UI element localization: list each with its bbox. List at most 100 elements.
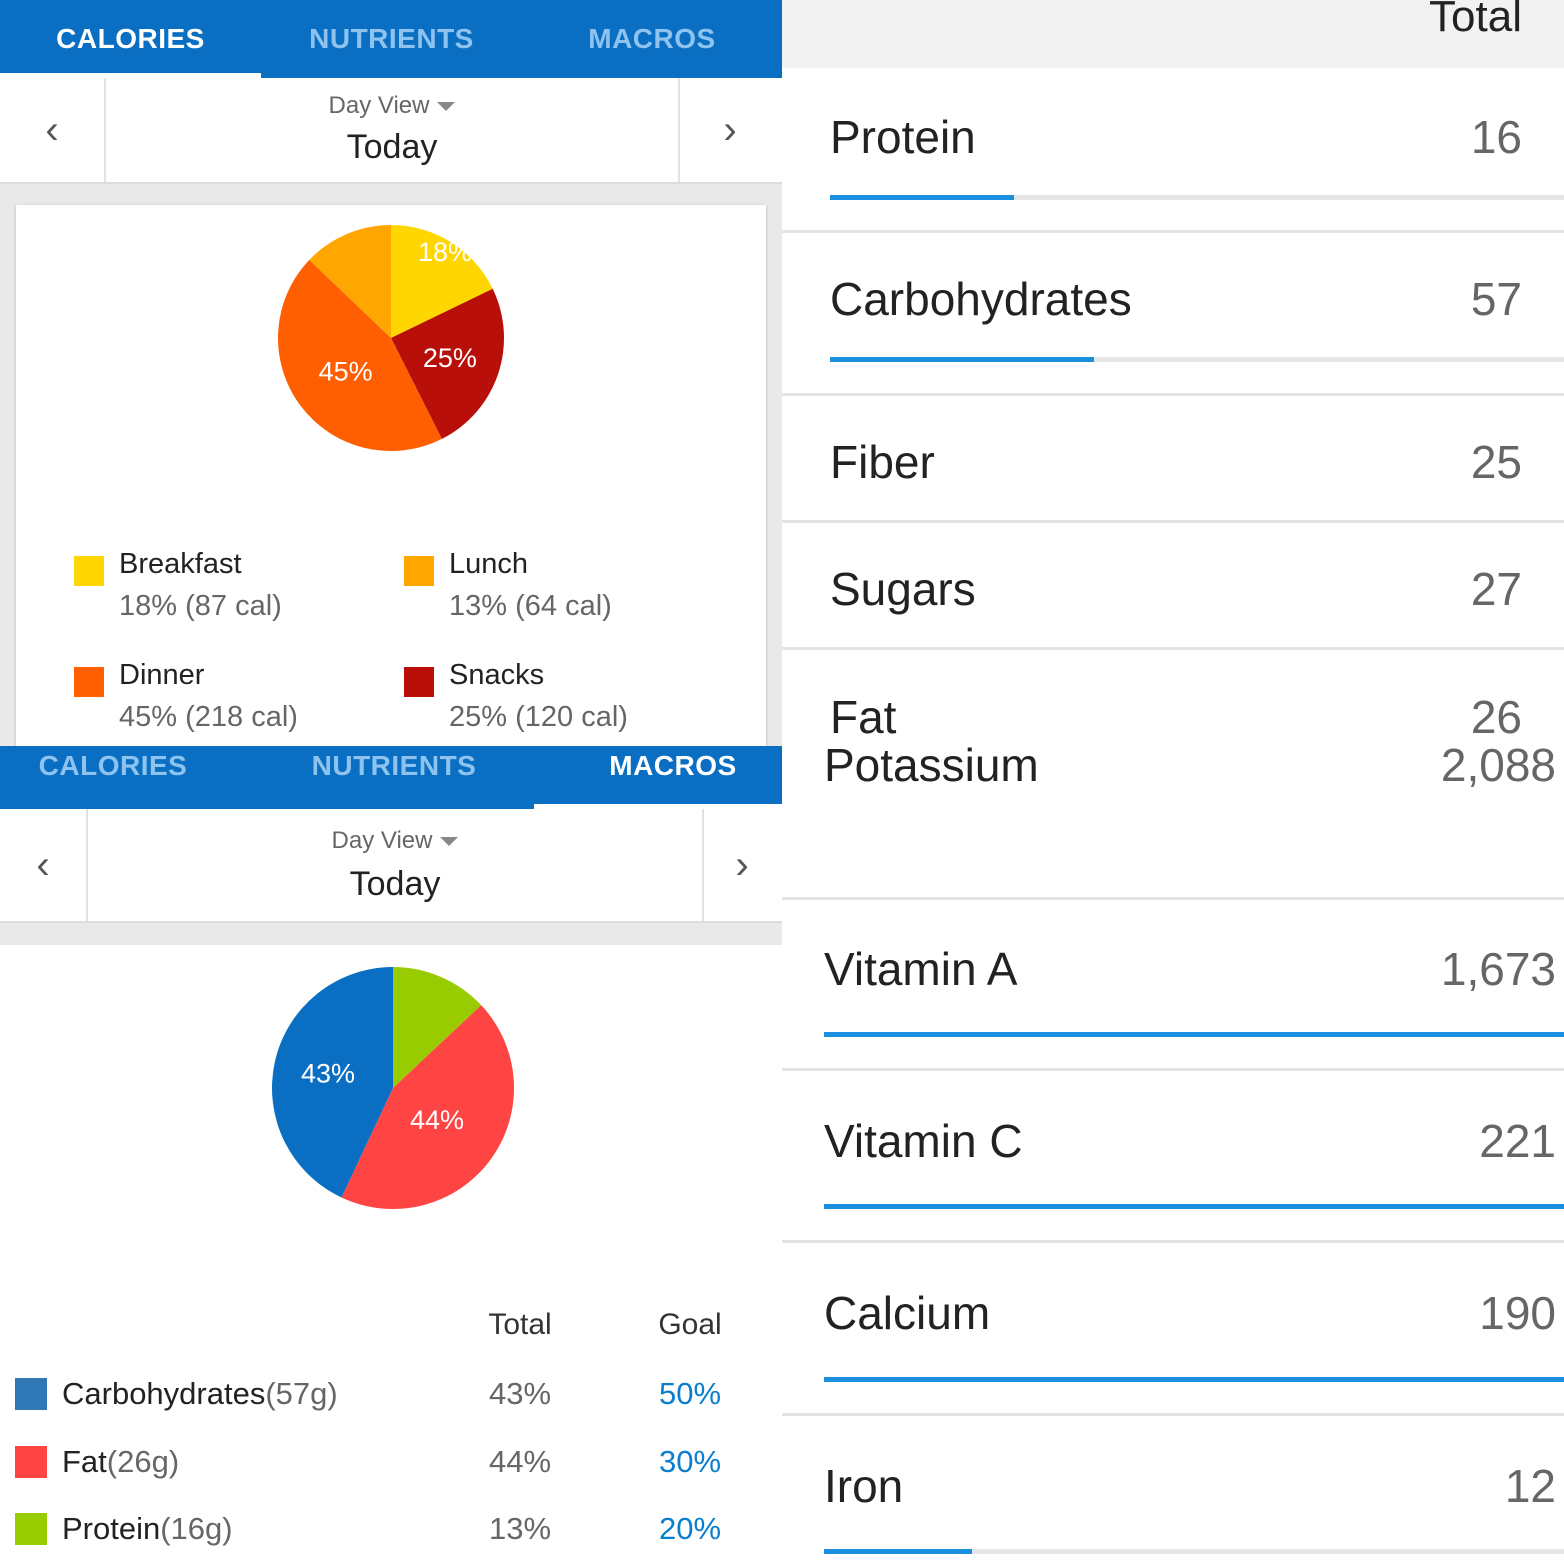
next-day-button[interactable]: › bbox=[678, 78, 782, 182]
calories-pie-chart: 18% 25% 45% bbox=[278, 225, 504, 451]
nutrient-progress-fill bbox=[824, 1204, 1564, 1209]
nutrients-panel: Total Protein 16 Carbohydrates 57 Fiber 25 Sug… bbox=[782, 0, 1564, 1564]
nutrient-progress-fill bbox=[830, 357, 1095, 362]
macros-pie-chart: 44% 43% bbox=[272, 967, 514, 1209]
nutrient-value-fat: 26 bbox=[1470, 691, 1522, 743]
macro-total: 44% bbox=[488, 1444, 552, 1479]
pie-slice-snacks[interactable] bbox=[391, 288, 504, 439]
macro-row-protein: Protein(16g) 13% 20% bbox=[0, 1499, 782, 1559]
macro-swatch bbox=[15, 1513, 47, 1545]
total-column-header: Total bbox=[488, 1308, 552, 1341]
pie-slice-breakfast[interactable] bbox=[391, 225, 493, 338]
legend-value: 13% (64 cal) bbox=[449, 590, 612, 622]
pie-label-snacks: 25% bbox=[423, 343, 477, 373]
pie-slice-carbohydrates[interactable] bbox=[272, 967, 393, 1198]
next-day-button[interactable]: › bbox=[702, 809, 782, 921]
macro-goal[interactable]: 30% bbox=[658, 1444, 722, 1479]
caret-down-icon bbox=[437, 102, 456, 112]
calories-tab-bar: CALORIES NUTRIENTS MACROS bbox=[0, 0, 782, 78]
macros-tab-bar: CALORIES NUTRIENTS MACROS bbox=[0, 746, 782, 809]
legend-value: 45% (218 cal) bbox=[119, 701, 298, 733]
macro-swatch bbox=[15, 1446, 47, 1478]
nutrient-value-sugars: 27 bbox=[1470, 563, 1522, 615]
row-divider bbox=[782, 393, 1564, 396]
active-tab-indicator bbox=[0, 73, 261, 78]
total-column-header: Total bbox=[1429, 0, 1522, 41]
day-view-selector[interactable]: Day View Today bbox=[104, 78, 680, 182]
legend-name: Lunch bbox=[449, 548, 529, 580]
calories-card: 18% 25% 45% Breakfast 18% (87 cal) Lunch 1… bbox=[16, 205, 766, 746]
nutrient-progress-fill bbox=[824, 1549, 972, 1554]
tab-nutrients[interactable]: NUTRIENTS bbox=[311, 750, 477, 781]
nutrient-name-vitamin-c: Vitamin C bbox=[824, 1115, 1023, 1167]
legend-value: 18% (87 cal) bbox=[119, 590, 282, 622]
pie-slice-fat[interactable] bbox=[341, 1005, 514, 1209]
row-divider bbox=[782, 897, 1564, 900]
nutrient-name-fiber: Fiber bbox=[830, 436, 935, 488]
nutrient-progress-track bbox=[824, 1549, 1564, 1554]
macro-goal[interactable]: 20% bbox=[658, 1511, 722, 1546]
pie-label-fat: 44% bbox=[410, 1105, 464, 1135]
nutrient-value-calcium: 190 bbox=[1479, 1287, 1556, 1339]
pie-slice-lunch[interactable] bbox=[309, 225, 391, 338]
macro-total: 43% bbox=[488, 1376, 552, 1411]
nutrient-value-vitamin-c: 221 bbox=[1479, 1115, 1556, 1167]
legend-name: Dinner bbox=[119, 659, 205, 691]
date-label: Today bbox=[349, 865, 441, 903]
nutrient-progress-track bbox=[824, 1377, 1564, 1382]
legend-swatch bbox=[74, 667, 104, 697]
row-divider bbox=[782, 1240, 1564, 1243]
nutrient-progress-track bbox=[824, 1204, 1564, 1209]
nutrient-value-fiber: 25 bbox=[1470, 436, 1522, 488]
nutrient-name-calcium: Calcium bbox=[824, 1287, 991, 1339]
tab-nutrients[interactable]: NUTRIENTS bbox=[309, 23, 474, 54]
macro-swatch bbox=[15, 1378, 47, 1410]
previous-day-button[interactable]: ‹ bbox=[0, 78, 104, 182]
macro-goal[interactable]: 50% bbox=[658, 1376, 722, 1411]
nutrient-progress-track bbox=[830, 357, 1564, 362]
macro-row-fat: Fat(26g) 44% 30% bbox=[0, 1432, 782, 1492]
goal-column-header: Goal bbox=[658, 1308, 722, 1341]
nutrients-header: Total bbox=[782, 0, 1564, 68]
caret-down-icon bbox=[440, 837, 459, 847]
legend-value: 25% (120 cal) bbox=[449, 701, 628, 733]
chevron-left-icon: ‹ bbox=[36, 842, 50, 887]
pie-label-breakfast: 18% bbox=[418, 237, 472, 267]
row-divider bbox=[782, 230, 1564, 233]
nutrient-value-vitamin-a: 1,673 bbox=[1440, 943, 1556, 995]
macro-name: Carbohydrates(57g) bbox=[62, 1376, 338, 1411]
nutrient-name-sugars: Sugars bbox=[830, 563, 976, 615]
pie-label-carbohydrates: 43% bbox=[301, 1058, 355, 1088]
nutrient-value-iron: 12 bbox=[1504, 1460, 1556, 1512]
day-view-selector[interactable]: Day View Today bbox=[86, 809, 704, 921]
tab-macros[interactable]: MACROS bbox=[609, 750, 737, 781]
macro-name: Protein(16g) bbox=[62, 1511, 233, 1546]
day-navigator: ‹ Day View Today › bbox=[0, 78, 782, 184]
legend-name: Breakfast bbox=[119, 548, 242, 580]
day-navigator: ‹ Day View Today › bbox=[0, 809, 782, 923]
legend-swatch bbox=[74, 556, 104, 586]
nutrient-name-carbohydrates: Carbohydrates bbox=[830, 273, 1132, 325]
nutrient-value-protein: 16 bbox=[1470, 111, 1522, 163]
macro-row-carbohydrates: Carbohydrates(57g) 43% 50% bbox=[0, 1364, 782, 1424]
nutrient-progress-fill bbox=[824, 1377, 1564, 1382]
nutrient-value-carbohydrates: 57 bbox=[1470, 273, 1522, 325]
nutrient-progress-fill bbox=[830, 195, 1014, 200]
tab-macros[interactable]: MACROS bbox=[588, 23, 716, 54]
nutrient-progress-fill bbox=[824, 1032, 1564, 1037]
row-divider bbox=[782, 1413, 1564, 1416]
nutrient-progress-track bbox=[830, 195, 1564, 200]
legend-swatch bbox=[404, 667, 434, 697]
tab-calories[interactable]: CALORIES bbox=[56, 23, 205, 54]
legend-swatch bbox=[404, 556, 434, 586]
nutrient-name-protein: Protein bbox=[830, 111, 976, 163]
row-divider bbox=[782, 647, 1564, 650]
pie-slice-protein[interactable] bbox=[393, 967, 482, 1088]
chevron-right-icon: › bbox=[723, 107, 737, 152]
nutrient-name-vitamin-a: Vitamin A bbox=[824, 943, 1018, 995]
row-divider bbox=[782, 1068, 1564, 1071]
day-view-label: Day View bbox=[331, 827, 433, 854]
previous-day-button[interactable]: ‹ bbox=[0, 809, 86, 921]
pie-slice-dinner[interactable] bbox=[278, 259, 442, 451]
tab-calories[interactable]: CALORIES bbox=[38, 750, 188, 781]
